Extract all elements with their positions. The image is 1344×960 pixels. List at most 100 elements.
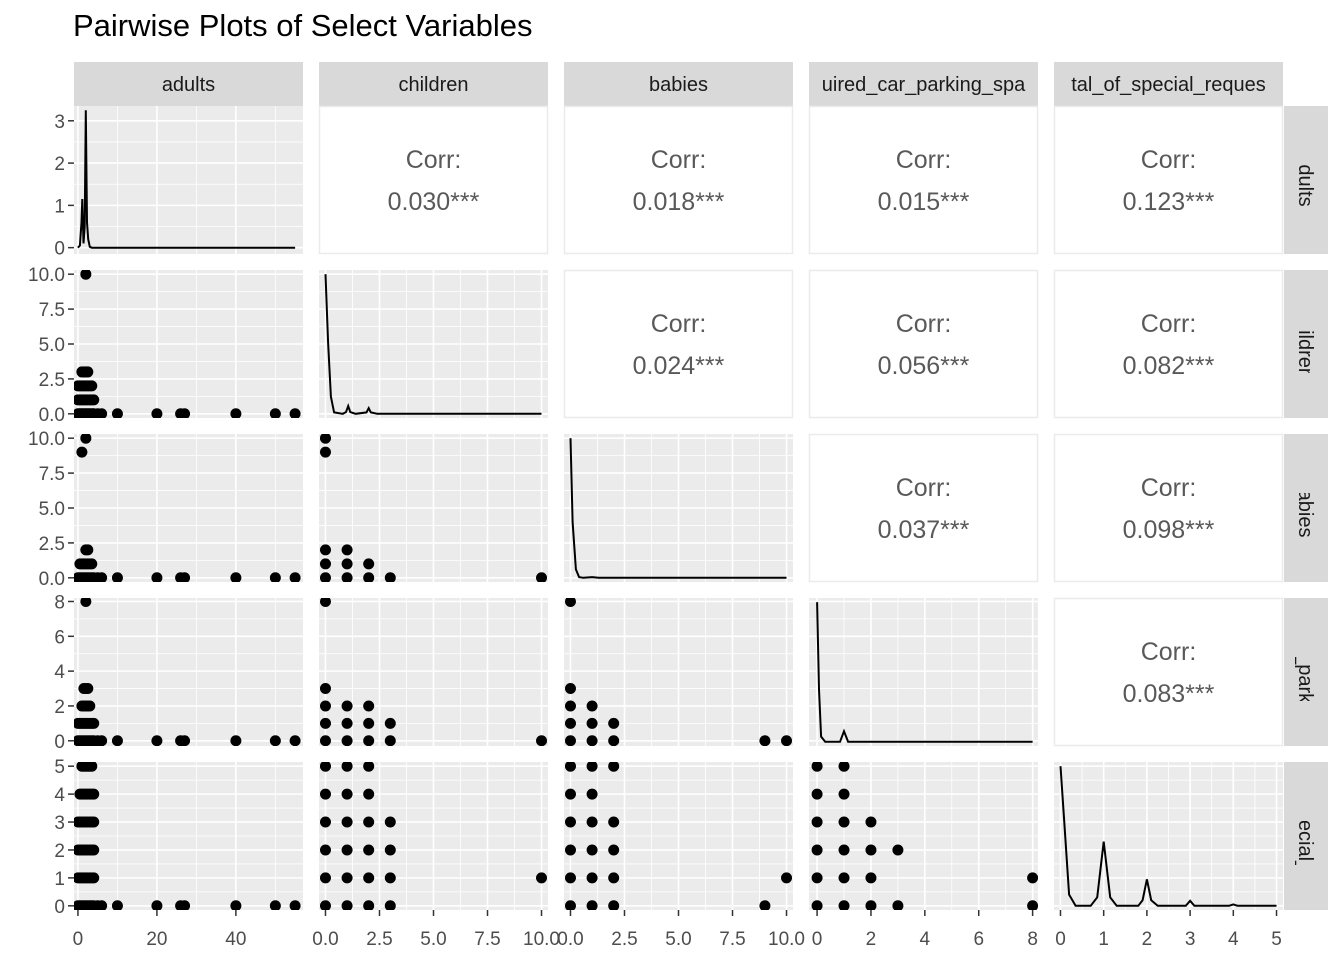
column-strip-2: [564, 62, 793, 106]
scatter-point: [363, 572, 375, 582]
scatter-point: [96, 572, 108, 582]
scatter-point: [319, 598, 331, 607]
scatter-point: [319, 446, 331, 458]
scatter-point: [811, 816, 823, 828]
scatter-point: [151, 900, 163, 910]
scatter-point: [564, 598, 576, 607]
scatter-point: [80, 270, 92, 280]
y-tick-label: 0: [54, 239, 65, 260]
scatter-point: [319, 762, 331, 772]
corr-label: Corr:: [1141, 310, 1197, 338]
scatter-point: [384, 900, 396, 910]
scatter-point: [608, 816, 620, 828]
scatter-point: [838, 900, 850, 910]
scatter-point: [269, 900, 281, 910]
scatter-point: [363, 558, 375, 570]
x-tick-label: 4: [1228, 929, 1239, 950]
scatter-point: [608, 735, 620, 746]
y-tick-label: 8: [54, 592, 65, 613]
corr-panel-0-4: [1053, 105, 1284, 255]
x-tick-label: 7.5: [474, 929, 500, 950]
column-strip-4: [1054, 62, 1283, 106]
scatter-point: [319, 434, 331, 444]
scatter-point: [319, 816, 331, 828]
column-strip-label: uired_car_parking_spa: [822, 74, 1026, 96]
scatter-point: [341, 844, 353, 856]
scatter-point: [384, 717, 396, 729]
scatter-point: [88, 394, 100, 406]
scatter-point: [865, 900, 877, 910]
scatter-point: [564, 762, 576, 772]
scatter-point: [384, 816, 396, 828]
scatter-point: [111, 735, 123, 746]
scatter-point: [384, 572, 396, 582]
panel-grid-4-1: [319, 762, 548, 910]
scatter-point: [759, 735, 771, 746]
scatter-point: [586, 788, 598, 800]
scatter-points-4-1: [319, 762, 548, 910]
x-tick-label: 0: [73, 929, 84, 950]
scatter-point: [781, 872, 793, 884]
column-strip-0: [74, 62, 303, 106]
scatter-point: [82, 366, 94, 378]
scatter-point: [269, 735, 281, 746]
scatter-point: [564, 683, 576, 695]
scatter-point: [96, 900, 108, 910]
scatter-point: [608, 762, 620, 772]
scatter-points-3-1: [319, 598, 548, 746]
scatter-point: [363, 762, 375, 772]
scatter-point: [151, 408, 163, 418]
scatter-point: [230, 408, 242, 418]
scatter-point: [84, 700, 96, 712]
scatter-point: [319, 683, 331, 695]
scatter-point: [608, 872, 620, 884]
scatter-point: [608, 900, 620, 910]
scatter-point: [319, 700, 331, 712]
scatter-point: [341, 735, 353, 746]
corr-value: 0.030***: [388, 188, 480, 216]
scatter-point: [88, 872, 100, 884]
scatter-points-4-0: [74, 762, 301, 910]
scatter-point: [82, 683, 94, 695]
scatter-point: [564, 872, 576, 884]
scatter-point: [363, 816, 375, 828]
scatter-point: [319, 572, 331, 582]
scatter-point: [586, 762, 598, 772]
x-tick-label: 2.5: [611, 929, 637, 950]
scatter-point: [319, 900, 331, 910]
x-tick-label: 0: [1055, 929, 1066, 950]
scatter-point: [82, 544, 94, 556]
scatter-point: [289, 900, 301, 910]
y-tick-label: 3: [54, 112, 65, 133]
corr-label: Corr:: [1141, 146, 1197, 174]
panel-grid-4-0: [74, 762, 303, 910]
panel-grid-4-2: [564, 762, 793, 910]
scatter-point: [88, 788, 100, 800]
scatter-point: [230, 735, 242, 746]
scatter-point: [151, 572, 163, 582]
row-strip-label: adults: [1294, 153, 1316, 206]
scatter-point: [759, 900, 771, 910]
scatter-point: [341, 717, 353, 729]
scatter-point: [838, 872, 850, 884]
column-strip-3: [809, 62, 1038, 106]
scatter-point: [564, 844, 576, 856]
x-tick-label: 2: [1142, 929, 1153, 950]
row-strip-0: [1284, 106, 1328, 254]
scatter-points-1-0: [74, 270, 301, 418]
scatter-point: [179, 900, 191, 910]
corr-panel-2-3: [808, 433, 1039, 583]
scatter-point: [86, 380, 98, 392]
panel-grid-2-2: [564, 434, 793, 582]
scatter-point: [111, 900, 123, 910]
corr-value: 0.056***: [878, 352, 970, 380]
scatter-point: [865, 844, 877, 856]
x-tick-label: 0.0: [557, 929, 583, 950]
scatter-point: [586, 735, 598, 746]
scatter-point: [86, 762, 98, 772]
row-strip-1: [1284, 270, 1328, 418]
y-tick-label: 6: [54, 627, 65, 648]
x-tick-label: 6: [973, 929, 984, 950]
corr-label: Corr:: [896, 310, 952, 338]
column-strip-label: babies: [649, 74, 708, 96]
